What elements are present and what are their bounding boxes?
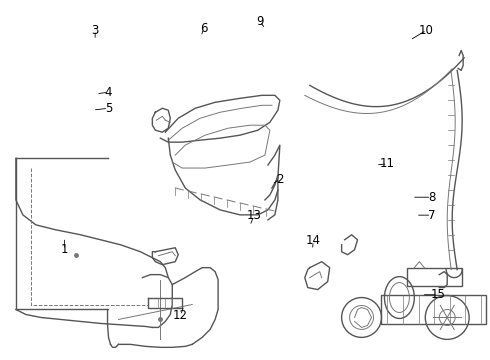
Text: 9: 9 (256, 15, 264, 28)
Text: 12: 12 (173, 309, 188, 322)
Text: 14: 14 (306, 234, 321, 247)
Bar (382, 294, 486, 324)
Text: 5: 5 (105, 102, 112, 115)
Text: 6: 6 (200, 22, 207, 35)
Text: 13: 13 (246, 210, 261, 222)
Text: 8: 8 (428, 191, 435, 204)
Text: 15: 15 (430, 288, 445, 301)
Text: 1: 1 (61, 243, 68, 256)
Bar (407, 268, 462, 285)
Text: 7: 7 (428, 209, 435, 222)
Text: 11: 11 (380, 157, 395, 170)
Text: 2: 2 (276, 173, 284, 186)
Text: 10: 10 (419, 24, 434, 37)
Text: 4: 4 (104, 86, 112, 99)
Text: 3: 3 (92, 24, 99, 37)
